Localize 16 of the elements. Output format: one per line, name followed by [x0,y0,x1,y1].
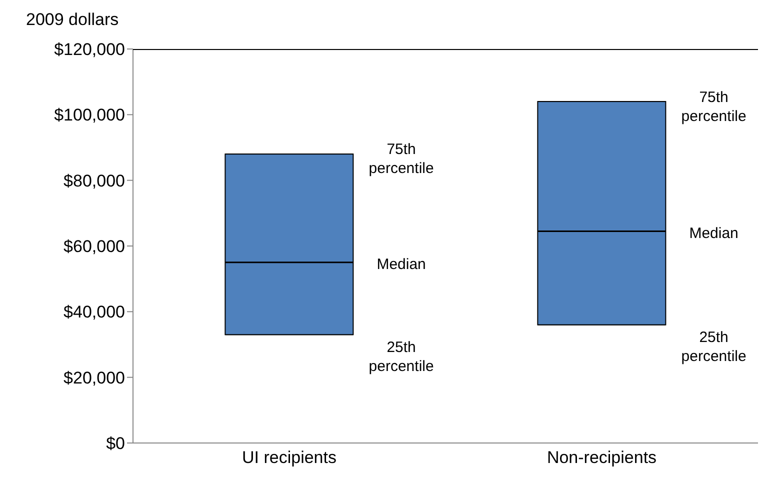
y-tick-label: $80,000 [64,171,125,190]
annotation: Median [689,224,738,243]
annotation: 75th percentile [680,88,748,126]
y-axis-title: 2009 dollars [26,10,119,30]
y-tick-label: $0 [106,434,125,454]
x-tick-label: UI recipients [242,448,336,468]
annotation: 25th percentile [368,338,435,376]
annotation: 25th percentile [680,328,748,366]
annotation: 75th percentile [368,140,435,178]
annotation: Median [376,254,426,274]
x-tick-label: Non-recipients [546,448,657,468]
y-tick-label: $40,000 [64,302,125,322]
y-tick-label: $100,000 [54,106,125,125]
y-tick-label: $120,000 [54,40,125,60]
y-tick-label: $20,000 [64,368,125,388]
y-tick-label: $60,000 [64,237,125,256]
